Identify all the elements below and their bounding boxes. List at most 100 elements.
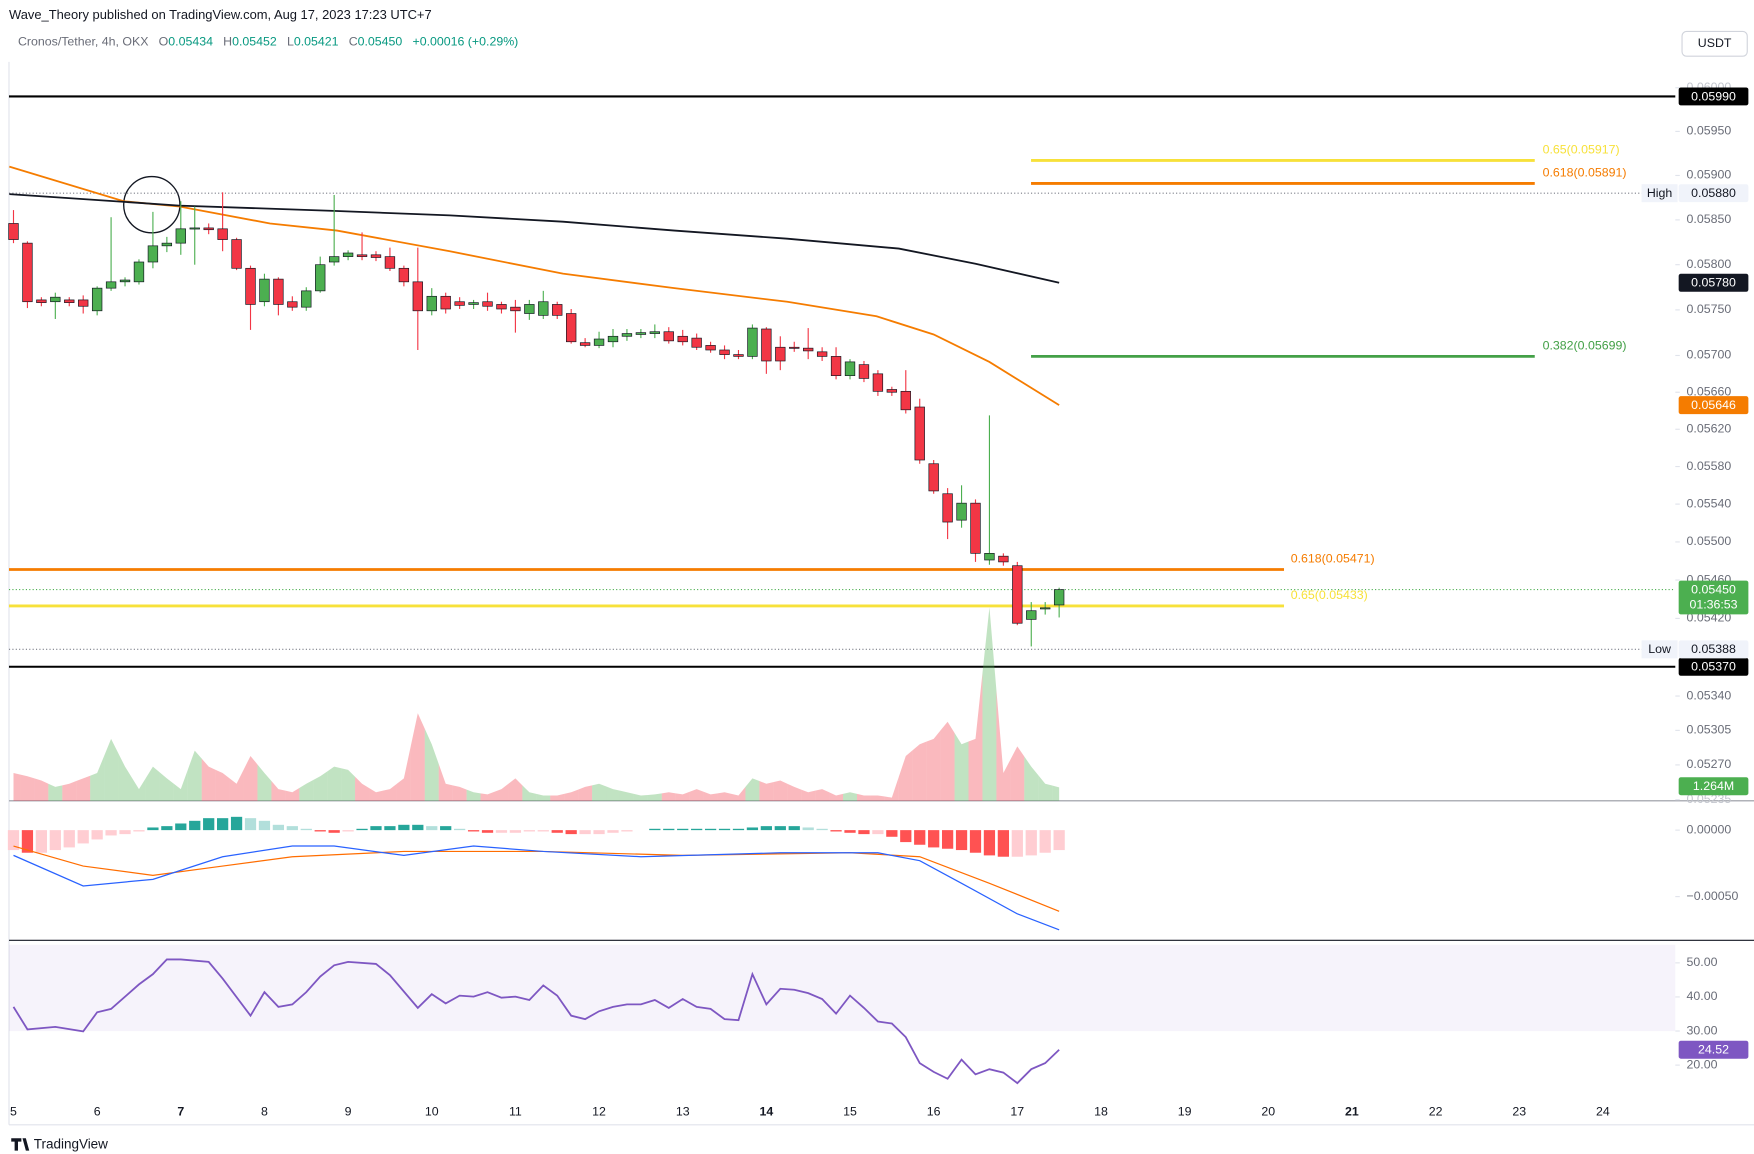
volume-area (271, 781, 286, 801)
volume-area (229, 769, 244, 801)
candle-body (984, 552, 995, 561)
x-tick-label: 15 (843, 1105, 857, 1119)
rsi-line (12, 958, 1060, 1085)
macd-histogram-bar (872, 830, 884, 835)
candle-body (649, 331, 660, 334)
candle-body (816, 351, 828, 357)
publisher-line: Wave_Theory published on TradingView.com… (9, 7, 432, 22)
volume-area (843, 792, 857, 801)
candle-body (552, 304, 563, 316)
extreme-badge-bg (1678, 640, 1749, 659)
candle-body (621, 333, 633, 337)
h-label: H (223, 35, 232, 49)
volume-area (829, 792, 844, 801)
candle-body (691, 337, 702, 348)
volume-area (787, 783, 802, 801)
candle-body (8, 223, 19, 240)
volume-area (619, 790, 634, 801)
level-badge: 0.05370 (1691, 660, 1736, 674)
candle-body (50, 296, 61, 303)
candle-body (928, 463, 939, 492)
macd-histogram-bar (467, 830, 480, 832)
volume-area (173, 769, 188, 801)
macd-histogram-bar (230, 816, 243, 831)
volume-area (633, 793, 648, 801)
volume-area (410, 713, 425, 801)
volume-area (536, 793, 551, 801)
candle-body (91, 287, 103, 312)
footer-brand: TradingView (34, 1137, 108, 1152)
candle-body (245, 267, 256, 305)
macd-histogram-bar (356, 828, 368, 831)
macd-histogram-bar (300, 828, 312, 831)
level-badge-bg (1678, 657, 1749, 676)
volume-area (940, 721, 955, 801)
macd-histogram-bar (147, 827, 159, 831)
macd-histogram-bar (691, 828, 703, 831)
volume-area (508, 778, 523, 801)
volume-area (396, 745, 411, 801)
last-price-badge: 0.05450 (1691, 582, 1736, 596)
volume-area (1052, 785, 1060, 801)
volume-area (856, 793, 871, 801)
candle-body (217, 228, 228, 240)
candle-body (538, 301, 549, 316)
candle-body (747, 327, 758, 357)
macd-histogram-bar (91, 830, 103, 840)
y-tick-label: 0.05750 (1687, 302, 1732, 316)
volume-area (703, 791, 718, 801)
macd-histogram-bar (1011, 830, 1023, 857)
volume-area (452, 785, 467, 801)
macd-histogram-bar (440, 826, 452, 831)
volume-area (996, 690, 1011, 801)
moving-average (9, 193, 1060, 284)
volume-area (355, 776, 370, 801)
macd-histogram-bar (426, 826, 438, 831)
candle-body (775, 346, 786, 362)
volume-badge-bg (1678, 777, 1749, 796)
macd-histogram-bar (161, 826, 173, 831)
candle-body (175, 228, 186, 244)
volume-area (898, 750, 913, 801)
volume-area (564, 789, 579, 801)
macd-histogram-bar (1025, 830, 1037, 856)
candle-body (64, 299, 75, 303)
y-tick-label: 0.05580 (1687, 459, 1732, 473)
fib-label: 0.618(0.05891) (1543, 166, 1627, 180)
fib-label: 0.65(0.05433) (1291, 588, 1368, 602)
candle-body (914, 406, 925, 461)
macd-histogram-bar (774, 826, 786, 831)
legend: Cronos/Tether, 4h, OKX O0.05434 H0.05452… (18, 35, 518, 49)
rsi-badge: 24.52 (1698, 1043, 1729, 1057)
candle-body (440, 295, 451, 310)
currency-label[interactable]: USDT (1698, 36, 1732, 50)
candle-body (482, 301, 493, 307)
macd-histogram-bar (328, 830, 340, 833)
candle-body (356, 254, 368, 257)
macd-histogram-bar (649, 828, 661, 831)
extreme-badge: 0.05388 (1691, 642, 1736, 656)
x-tick-label: 9 (345, 1105, 352, 1119)
macd-histogram-bar (523, 830, 535, 832)
volume-area (480, 791, 495, 801)
y-tick-label: 0.00000 (1687, 822, 1732, 836)
candle-body (705, 345, 716, 351)
macd-histogram-bar (481, 830, 494, 833)
candle-body (133, 261, 145, 283)
candle-body (189, 227, 200, 230)
macd-histogram-bar (718, 828, 731, 831)
macd-histogram-bar (258, 820, 271, 831)
volume-area (285, 788, 300, 801)
currency-button[interactable]: USDT (1681, 30, 1748, 57)
volume-area (954, 732, 969, 801)
macd-histogram-bar (509, 830, 522, 833)
macd-histogram-bar (133, 830, 145, 832)
volume-area (424, 728, 439, 801)
x-tick-label: 22 (1429, 1105, 1443, 1119)
macd-histogram-bar (77, 830, 89, 844)
volume-area (341, 768, 356, 801)
currency-button-frame[interactable] (1681, 30, 1748, 57)
macd-histogram-bar (677, 828, 689, 831)
fib-label: 0.65(0.05917) (1543, 143, 1620, 157)
volume-area (215, 769, 230, 801)
